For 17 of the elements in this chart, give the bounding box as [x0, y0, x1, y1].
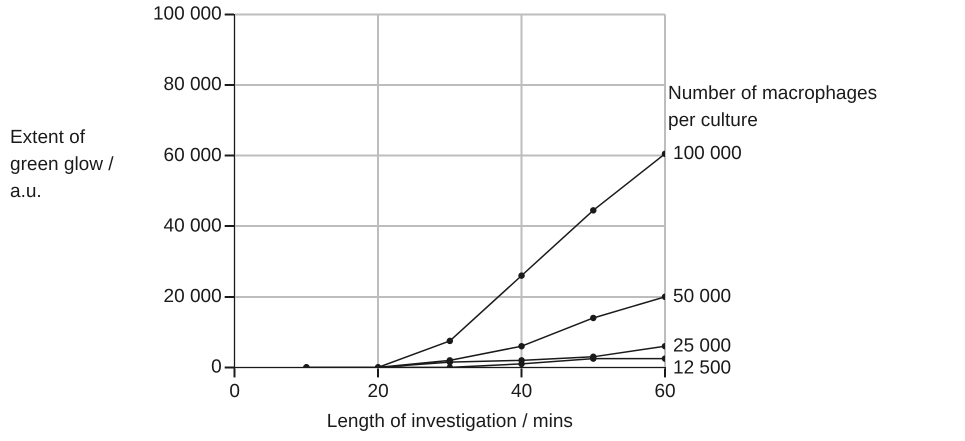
- series-label: 50 000: [673, 286, 732, 308]
- x-tick-label: 0: [229, 381, 240, 402]
- y-tick-label: 0: [211, 356, 222, 378]
- x-axis-title: Length of investigation / mins: [326, 410, 573, 432]
- y-tick-label: 60 000: [164, 144, 222, 166]
- series-label: 12 500: [673, 357, 732, 378]
- y-tick-label: 80 000: [164, 74, 222, 96]
- series-label: 100 000: [673, 143, 742, 164]
- y-tick-label: 100 000: [152, 4, 222, 25]
- x-tick-label: 40: [510, 381, 532, 402]
- y-tick-label: 40 000: [164, 215, 222, 236]
- legend-title: Number of macrophages per culture: [668, 82, 878, 133]
- y-axis-title: Extent of green glow / a.u.: [10, 126, 115, 204]
- x-tick-label: 60: [654, 381, 676, 402]
- x-tick-label: 20: [368, 381, 389, 402]
- series-label: 25 000: [673, 335, 732, 356]
- y-tick-label: 20 000: [164, 286, 222, 308]
